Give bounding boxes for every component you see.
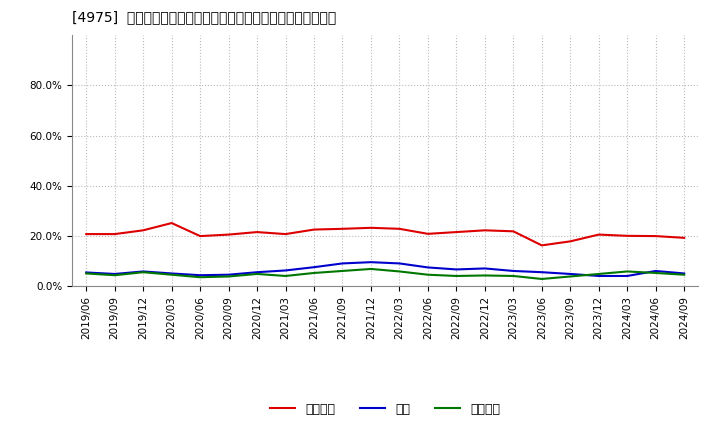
- 売上債権: [566, 239, 575, 244]
- 買入債務: [110, 272, 119, 278]
- 在庫: [253, 270, 261, 275]
- 在庫: [452, 267, 461, 272]
- 買入債務: [537, 276, 546, 282]
- 在庫: [82, 270, 91, 275]
- 買入債務: [423, 272, 432, 277]
- 売上債権: [480, 227, 489, 233]
- 買入債務: [282, 273, 290, 279]
- 売上債権: [452, 229, 461, 235]
- 在庫: [282, 268, 290, 273]
- 買入債務: [395, 269, 404, 274]
- Line: 売上債権: 売上債権: [86, 223, 684, 246]
- 売上債権: [196, 234, 204, 239]
- 買入債務: [509, 273, 518, 279]
- 在庫: [310, 264, 318, 270]
- Line: 在庫: 在庫: [86, 262, 684, 276]
- 売上債権: [509, 229, 518, 234]
- 在庫: [196, 272, 204, 278]
- 買入債務: [680, 272, 688, 277]
- 在庫: [110, 271, 119, 277]
- 売上債権: [338, 226, 347, 231]
- 売上債権: [366, 225, 375, 231]
- 在庫: [423, 265, 432, 270]
- 在庫: [680, 271, 688, 276]
- 買入債務: [652, 270, 660, 275]
- 買入債務: [566, 274, 575, 279]
- 在庫: [509, 268, 518, 274]
- 在庫: [623, 273, 631, 279]
- Line: 買入債務: 買入債務: [86, 269, 684, 279]
- 売上債権: [680, 235, 688, 241]
- 在庫: [595, 273, 603, 279]
- 売上債権: [110, 231, 119, 237]
- 買入債務: [253, 271, 261, 277]
- 売上債権: [310, 227, 318, 232]
- 買入債務: [366, 266, 375, 271]
- 在庫: [366, 260, 375, 265]
- 買入債務: [225, 274, 233, 279]
- 売上債権: [225, 232, 233, 237]
- 在庫: [395, 261, 404, 266]
- 売上債権: [395, 226, 404, 231]
- 買入債務: [310, 270, 318, 275]
- 売上債権: [537, 243, 546, 248]
- 買入債務: [452, 273, 461, 279]
- 買入債務: [139, 270, 148, 275]
- 売上債権: [423, 231, 432, 236]
- 売上債権: [652, 234, 660, 239]
- 買入債務: [480, 273, 489, 278]
- 買入債務: [338, 268, 347, 274]
- 買入債務: [82, 271, 91, 276]
- 在庫: [537, 270, 546, 275]
- 在庫: [652, 268, 660, 274]
- 売上債権: [82, 231, 91, 237]
- 在庫: [167, 271, 176, 276]
- 買入債務: [623, 269, 631, 274]
- 在庫: [225, 272, 233, 277]
- 在庫: [139, 269, 148, 274]
- 在庫: [338, 261, 347, 266]
- 売上債権: [167, 220, 176, 226]
- 売上債権: [253, 229, 261, 235]
- 在庫: [566, 271, 575, 277]
- 売上債権: [595, 232, 603, 237]
- 売上債権: [623, 233, 631, 238]
- 売上債権: [139, 227, 148, 233]
- 買入債務: [595, 271, 603, 277]
- 売上債権: [282, 231, 290, 237]
- 在庫: [480, 266, 489, 271]
- Text: [4975]  売上債権、在庫、買入債務の総資産に対する比率の推移: [4975] 売上債権、在庫、買入債務の総資産に対する比率の推移: [72, 10, 336, 24]
- Legend: 売上債権, 在庫, 買入債務: 売上債権, 在庫, 買入債務: [265, 398, 505, 421]
- 買入債務: [167, 272, 176, 277]
- 買入債務: [196, 275, 204, 280]
